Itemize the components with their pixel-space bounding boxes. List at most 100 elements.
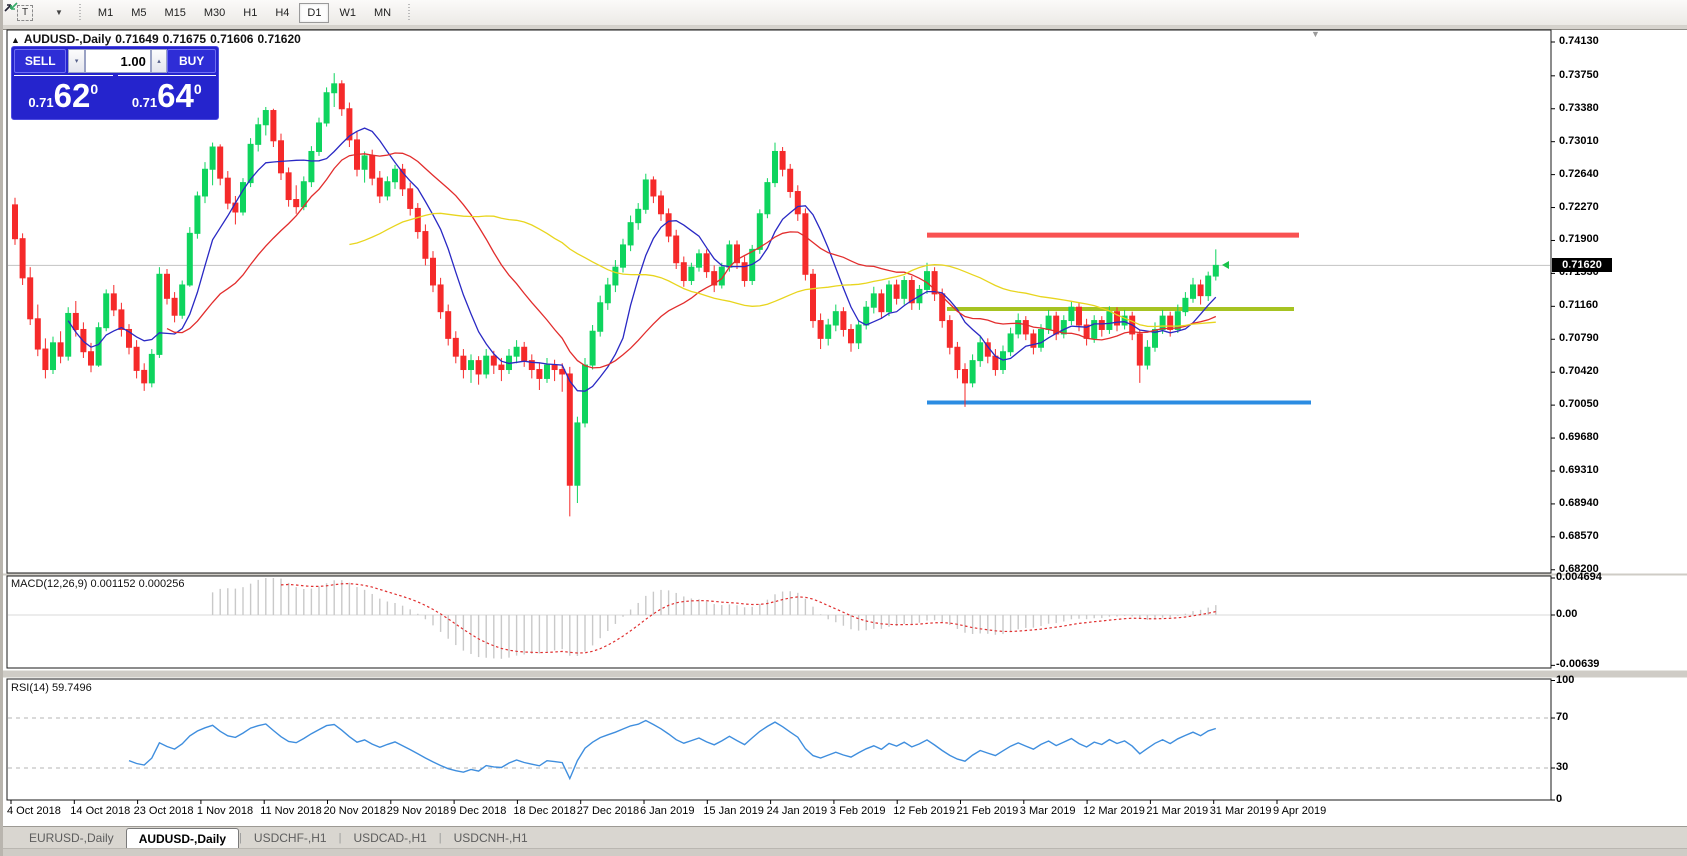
candles-layer xyxy=(8,73,1550,517)
date-tick-label: 18 Dec 2018 xyxy=(513,805,576,817)
date-tick-label: 9 Apr 2019 xyxy=(1273,805,1327,817)
chart-tab-eurusd[interactable]: EURUSD-,Daily xyxy=(29,831,114,845)
rsi-tick-label: 30 xyxy=(1556,761,1569,773)
timeframe-button-m15[interactable]: M15 xyxy=(156,3,193,23)
toolbar-grip xyxy=(405,3,413,22)
price-tick-label: 0.70050 xyxy=(1559,398,1599,411)
timeframe-button-m30[interactable]: M30 xyxy=(196,3,233,23)
buy-price-prefix: 0.71 xyxy=(131,95,158,110)
tab-separator: | xyxy=(239,831,242,844)
chart-tab-usdchf[interactable]: USDCHF-,H1 xyxy=(253,831,327,845)
volume-decrease-button[interactable]: ▾ xyxy=(68,49,85,73)
one-click-trading-panel: SELL ▾ ▴ BUY 0.71 62 0 0.71 64 0 xyxy=(11,46,219,120)
timeframe-button-w1[interactable]: W1 xyxy=(331,3,364,23)
chart-tab-usdcad[interactable]: USDCAD-,H1 xyxy=(353,831,427,845)
price-tick-label: 0.71160 xyxy=(1559,299,1599,312)
price-tick-label: 0.68570 xyxy=(1559,529,1599,542)
macd-tick-label: -0.00639 xyxy=(1556,658,1600,671)
price-tick-label: 0.72270 xyxy=(1559,200,1599,213)
volume-input[interactable] xyxy=(84,49,151,73)
date-tick-label: 20 Nov 2018 xyxy=(323,805,386,817)
date-tick-label: 3 Mar 2019 xyxy=(1019,805,1076,817)
date-tick-label: 9 Dec 2018 xyxy=(450,805,507,817)
timeframe-button-h4[interactable]: H4 xyxy=(267,3,297,23)
high-value: 0.71675 xyxy=(162,32,207,46)
buy-price-pipette: 0 xyxy=(193,81,202,97)
close-value: 0.71620 xyxy=(257,32,301,46)
timeframe-button-h1[interactable]: H1 xyxy=(235,3,265,23)
rsi-tick-label: 0 xyxy=(1556,793,1563,805)
text-tool-button[interactable]: T xyxy=(9,3,41,23)
price-tick-label: 0.71900 xyxy=(1559,233,1599,246)
rsi-tick-label: 70 xyxy=(1556,711,1569,723)
top-toolbar: T ▼ M1 M5 M15 M30 H1 H4 D1 W1 MN xyxy=(3,0,1687,26)
timeframe-button-m5[interactable]: M5 xyxy=(123,3,154,23)
macd-layer xyxy=(8,578,1550,659)
date-tick-label: 21 Feb 2019 xyxy=(956,805,1019,817)
main-chart-canvas[interactable] xyxy=(3,26,1687,826)
sell-price-prefix: 0.71 xyxy=(28,95,54,110)
macd-indicator-label: MACD(12,26,9) 0.001152 0.000256 xyxy=(11,578,185,590)
date-tick-label: 24 Jan 2019 xyxy=(766,805,828,817)
price-tick-label: 0.68200 xyxy=(1559,562,1599,575)
chart-window: ▲ AUDUSD-,Daily 0.71649 0.71675 0.71606 0.716… xyxy=(3,26,1687,826)
date-tick-label: 3 Feb 2019 xyxy=(829,805,886,817)
date-tick-label: 11 Nov 2018 xyxy=(260,805,322,817)
price-tick-label: 0.73750 xyxy=(1559,68,1599,81)
arrange-arrows-icon xyxy=(4,2,18,12)
current-price-tag: 0.71620 xyxy=(1552,258,1612,273)
tab-separator: | xyxy=(338,831,342,844)
price-tick-label: 0.69680 xyxy=(1559,431,1599,444)
trade-panel-price-row: 0.71 62 0 0.71 64 0 xyxy=(12,75,218,119)
timeframe-buttons: M1 M5 M15 M30 H1 H4 D1 W1 MN xyxy=(90,2,399,23)
date-tick-label: 15 Jan 2019 xyxy=(703,805,764,817)
sell-price-display[interactable]: 0.71 62 0 xyxy=(14,75,113,119)
timeframe-button-d1[interactable]: D1 xyxy=(299,2,330,23)
price-tick-label: 0.69310 xyxy=(1559,463,1599,476)
price-tick-label: 0.73010 xyxy=(1559,134,1599,147)
date-tick-label: 14 Oct 2018 xyxy=(70,805,131,817)
price-tick-label: 0.71530 xyxy=(1559,266,1599,279)
symbol-period-label: AUDUSD-,Daily xyxy=(23,32,112,46)
chart-tab-audusd[interactable]: AUDUSD-,Daily xyxy=(125,828,240,849)
volume-increase-button[interactable]: ▴ xyxy=(150,49,168,73)
date-tick-label: 23 Oct 2018 xyxy=(133,805,194,817)
rsi-tick-label: 100 xyxy=(1556,673,1575,686)
date-tick-label: 4 Oct 2018 xyxy=(7,805,61,817)
sell-price-pipette: 0 xyxy=(90,81,99,97)
price-tick-label: 0.72640 xyxy=(1559,167,1599,180)
trade-panel-top-row: SELL ▾ ▴ BUY xyxy=(12,47,218,75)
chevron-down-icon: ▼ xyxy=(55,8,63,17)
fast-ma-blue xyxy=(67,127,1217,392)
text-tool-icon: T xyxy=(17,4,33,21)
tab-separator: | xyxy=(438,831,442,844)
timeframe-button-m1[interactable]: M1 xyxy=(90,3,121,23)
macd-tick-label: 0.004694 xyxy=(1556,571,1602,583)
price-tick-label: 0.70420 xyxy=(1559,365,1599,378)
date-tick-label: 29 Nov 2018 xyxy=(386,805,450,817)
price-tick-label: 0.70790 xyxy=(1559,332,1599,345)
buy-button[interactable]: BUY xyxy=(167,49,217,73)
price-tick-label: 0.73380 xyxy=(1559,101,1599,114)
medium-ma-red xyxy=(166,152,1217,369)
pointer-tool-button[interactable]: ▼ xyxy=(4,2,71,23)
date-tick-label: 21 Mar 2019 xyxy=(1146,805,1209,817)
price-tick-label: 0.68940 xyxy=(1559,496,1599,509)
sell-button[interactable]: SELL xyxy=(14,49,67,73)
window-bottom-edge xyxy=(3,848,1687,856)
date-tick-label: 12 Mar 2019 xyxy=(1083,805,1145,817)
timeframe-button-mn[interactable]: MN xyxy=(366,3,399,23)
chart-shift-marker-icon[interactable]: ▼ xyxy=(1311,29,1320,39)
chart-title: ▲ AUDUSD-,Daily 0.71649 0.71675 0.71606 0.716… xyxy=(11,32,305,46)
rsi-line xyxy=(128,719,1217,781)
chart-tab-usdcnh[interactable]: USDCNH-,H1 xyxy=(453,831,528,845)
date-tick-label: 1 Nov 2018 xyxy=(196,805,254,817)
collapse-triangle-icon: ▲ xyxy=(11,35,20,45)
chart-tab-bar: EURUSD-,Daily AUDUSD-,Daily | USDCHF-,H1 | US… xyxy=(3,826,1687,849)
open-value: 0.71649 xyxy=(115,32,159,46)
price-tick-label: 0.74130 xyxy=(1559,35,1599,47)
buy-price-display[interactable]: 0.71 64 0 xyxy=(117,75,216,119)
sell-price-pips: 62 xyxy=(53,77,91,114)
buy-price-pips: 64 xyxy=(157,77,194,114)
